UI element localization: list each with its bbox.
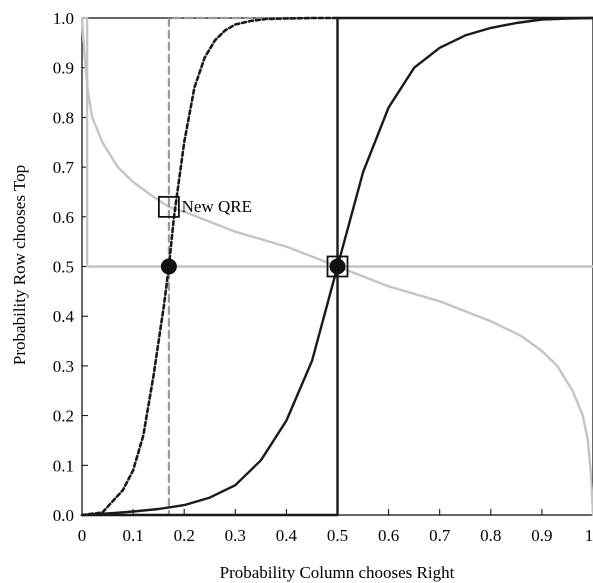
x-tick-label: 0.4 xyxy=(276,526,298,545)
x-tick-label: 0 xyxy=(78,526,87,545)
x-tick-label: 0.3 xyxy=(225,526,246,545)
series-solid-gray-step xyxy=(83,16,593,268)
x-tick-label: 1 xyxy=(585,526,593,545)
y-tick-label: 0.7 xyxy=(53,158,75,177)
y-tick-label: 0.9 xyxy=(53,59,74,78)
y-tick-label: 0.1 xyxy=(53,456,74,475)
plot-layer: 0 0.1 0.2 0.3 0.4 0.5 0.6 0.7 0.8 0.9 1 0.0 0.1 0.2 0.… xyxy=(53,9,593,545)
y-tick-label: 0.3 xyxy=(53,357,74,376)
y-tick-label: 0.5 xyxy=(53,258,74,277)
x-tick-label: 0.1 xyxy=(122,526,143,545)
y-tick-label: 0.8 xyxy=(53,108,74,127)
x-tick-label: 0.2 xyxy=(174,526,195,545)
x-tick-label: 0.9 xyxy=(531,526,552,545)
equilibrium-dot xyxy=(160,258,177,275)
x-tick-label: 0.5 xyxy=(327,526,348,545)
equilibrium-dot xyxy=(329,258,346,275)
y-tick-label: 1.0 xyxy=(53,9,74,28)
y-tick-label: 0.6 xyxy=(53,208,74,227)
qre-square-marker xyxy=(157,195,180,218)
y-tick-label: 0.0 xyxy=(53,506,74,525)
qre-square-marker xyxy=(326,255,349,278)
x-tick-label: 0.7 xyxy=(429,526,451,545)
y-axis-title: Probability Row chooses Top xyxy=(10,165,29,365)
x-tick-label: 0.8 xyxy=(480,526,501,545)
x-tick-label: 0.6 xyxy=(378,526,399,545)
x-axis-title: Probability Column chooses Right xyxy=(220,563,455,582)
annotation-label: New QRE xyxy=(182,197,252,216)
y-tick-label: 0.4 xyxy=(53,307,75,326)
y-tick-label: 0.2 xyxy=(53,407,74,426)
series-solid-gray xyxy=(80,16,593,517)
series-dotted-black xyxy=(80,16,339,517)
